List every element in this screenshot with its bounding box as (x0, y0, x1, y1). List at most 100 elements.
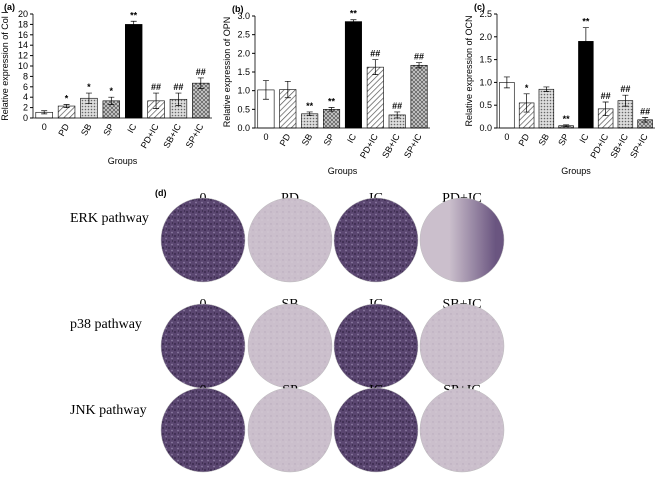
x-tick-label: PD+IC (139, 122, 161, 151)
row-label: JNK pathway (70, 403, 147, 418)
panel-label: (d) (155, 188, 167, 198)
significance-mark: * (525, 83, 529, 93)
error-bar (416, 62, 423, 69)
significance-mark: ## (640, 107, 650, 117)
y-tick-label: 2.0 (237, 48, 250, 58)
panel-label: (b) (232, 4, 244, 14)
significance-mark: ** (563, 114, 571, 124)
culture-well (419, 387, 505, 473)
y-tick-label: 0.5 (237, 104, 250, 114)
x-tick-label: SB (536, 132, 551, 147)
y-tick-label: 3.0 (237, 11, 250, 21)
bar (344, 21, 362, 129)
row-label: p38 pathway (70, 317, 142, 332)
panel-label: (a) (4, 2, 15, 12)
error-bar (197, 77, 204, 89)
row-label: ERK pathway (70, 211, 149, 226)
error-bar (543, 86, 550, 92)
axes (254, 16, 430, 129)
culture-well (160, 197, 246, 283)
culture-well (333, 303, 419, 389)
y-tick-label: 1.5 (479, 55, 492, 65)
error-bar (262, 80, 269, 100)
x-tick-label: SB+IC (380, 132, 402, 160)
error-bar (284, 80, 291, 99)
significance-mark: ** (306, 101, 314, 111)
significance-mark: ** (582, 17, 590, 27)
error-bar (153, 92, 160, 109)
x-tick-label: 0 (42, 122, 47, 132)
y-tick-label: 6 (23, 82, 28, 92)
y-tick-label: 18 (18, 19, 28, 29)
significance-mark: ## (370, 49, 380, 59)
significance-mark: ## (196, 67, 206, 77)
culture-well (419, 303, 505, 389)
panel-label: (c) (474, 2, 485, 12)
x-tick-label: PD (278, 132, 293, 148)
culture-well (160, 387, 246, 473)
culture-well (247, 387, 333, 473)
x-tick-label: IC (577, 132, 590, 145)
error-bar (108, 96, 115, 105)
x-tick-label: SP (322, 132, 337, 147)
y-axis-label: Relative expression of Col I (0, 11, 10, 121)
x-tick-label: 0 (263, 132, 268, 142)
x-tick-label: SP+IC (402, 132, 424, 160)
y-tick-label: 20 (18, 9, 28, 19)
significance-mark: ## (173, 82, 183, 92)
error-bar (175, 92, 182, 106)
culture-well (247, 303, 333, 389)
error-bar (582, 27, 589, 56)
culture-well (419, 197, 505, 283)
y-tick-label: 1.0 (237, 86, 250, 96)
culture-well (160, 303, 246, 389)
error-bar (523, 93, 530, 113)
y-tick-label: 2.0 (479, 32, 492, 42)
x-tick-label: SP+IC (628, 132, 650, 160)
y-tick-label: 0.5 (479, 100, 492, 110)
x-tick-label: SB+IC (608, 132, 630, 160)
y-tick-label: 16 (18, 30, 28, 40)
bar (366, 66, 384, 129)
y-tick-label: 10 (18, 61, 28, 71)
axes (496, 14, 655, 129)
x-axis-label: Groups (108, 156, 138, 166)
x-tick-label: IC (125, 122, 138, 135)
x-tick-label: SP+IC (184, 122, 206, 150)
bar (538, 88, 555, 129)
y-axis-label: Relative expression of OCN (464, 15, 474, 126)
x-tick-label: IC (345, 132, 358, 145)
x-tick-label: PD (56, 122, 71, 138)
significance-mark: * (87, 82, 91, 92)
y-tick-label: 0.0 (479, 123, 492, 133)
x-tick-label: SB (79, 122, 94, 137)
y-tick-label: 0.0 (237, 123, 250, 133)
significance-mark: ## (414, 52, 424, 62)
error-bar (602, 101, 609, 117)
x-axis-label: Groups (328, 166, 358, 176)
y-tick-label: 2 (23, 103, 28, 113)
significance-mark: ** (130, 10, 138, 20)
x-axis-label: Groups (561, 166, 591, 176)
axes (32, 14, 212, 119)
error-bar (372, 59, 379, 75)
y-tick-label: 12 (18, 51, 28, 61)
error-bar (622, 94, 629, 107)
culture-well (333, 387, 419, 473)
x-tick-label: SP (101, 122, 116, 137)
y-tick-label: 2.5 (237, 30, 250, 40)
culture-well (333, 197, 419, 283)
significance-mark: ## (620, 84, 630, 94)
significance-mark: ## (601, 91, 611, 101)
y-tick-label: 14 (18, 40, 28, 50)
x-tick-label: PD+IC (358, 132, 380, 161)
significance-mark: * (110, 86, 114, 96)
bar (499, 82, 515, 129)
error-bar (41, 110, 48, 115)
x-tick-label: SP (556, 132, 571, 147)
culture-well (247, 197, 333, 283)
y-tick-label: 0 (23, 113, 28, 123)
bar (323, 109, 341, 129)
y-axis-label: Relative expression of OPN (222, 17, 232, 128)
